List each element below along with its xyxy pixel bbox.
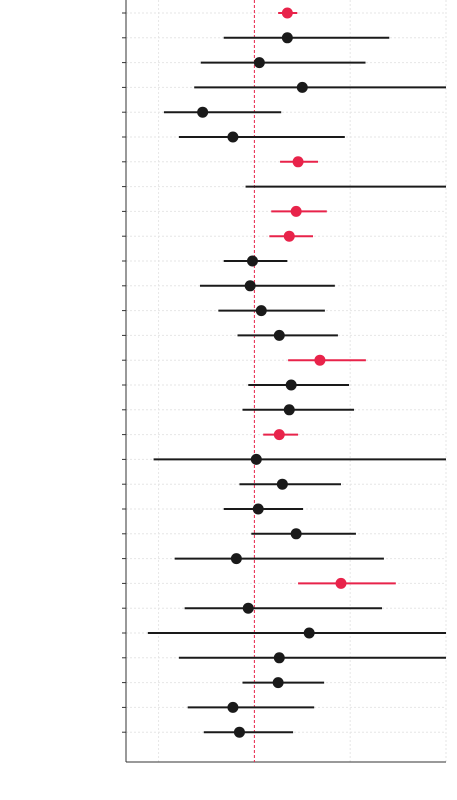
point-estimate: [230, 553, 242, 565]
point-estimate: [283, 230, 295, 242]
point-estimate: [281, 7, 293, 19]
point-estimate: [276, 478, 288, 490]
point-estimate: [233, 726, 245, 738]
point-estimate: [292, 156, 304, 168]
grid-layer: [126, 0, 447, 762]
point-estimate: [273, 329, 285, 341]
point-estimate: [303, 627, 315, 639]
point-estimate: [272, 677, 284, 689]
point-estimate: [253, 57, 265, 69]
point-estimate: [273, 429, 285, 441]
point-estimate: [227, 701, 239, 713]
point-estimate: [250, 453, 262, 465]
point-estimate: [273, 652, 285, 664]
point-estimate: [281, 32, 293, 44]
point-estimate: [242, 602, 254, 614]
point-estimate: [246, 255, 258, 267]
point-estimate: [283, 404, 295, 416]
point-estimate: [252, 503, 264, 515]
point-estimate: [255, 305, 267, 317]
axis-layer: [122, 0, 446, 763]
point-estimate: [290, 205, 302, 217]
marks-layer: [147, 7, 446, 738]
point-estimate: [244, 280, 256, 292]
point-estimate: [296, 81, 308, 93]
point-estimate: [227, 131, 239, 143]
point-estimate: [197, 106, 209, 118]
point-estimate: [335, 577, 347, 589]
point-estimate: [285, 379, 297, 391]
point-estimate: [314, 354, 326, 366]
point-estimate: [290, 528, 302, 540]
